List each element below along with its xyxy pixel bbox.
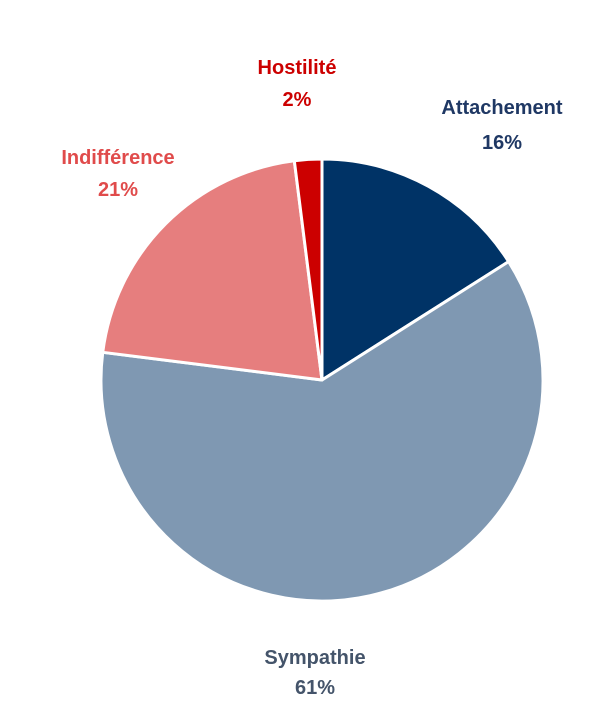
slice-labels: Attachement 16% Sympathie 61% Indifférence 21… [61,57,563,699]
pie-slice-sympathie [99,260,545,603]
slice-label-attachement: Attachement [441,97,562,119]
slice-value-sympathie: 61% [295,677,335,699]
pie-slices [99,157,545,603]
slice-value-attachement: 16% [482,132,522,154]
slice-value-hostilite: 2% [283,89,312,111]
pie-slice-hostilite [292,157,324,382]
slice-label-sympathie: Sympathie [264,647,365,669]
pie-slice-indifference [101,159,324,382]
pie-slice-attachement [320,157,511,382]
slice-label-hostilite: Hostilité [258,57,337,79]
slice-label-indifference: Indifférence [61,147,174,169]
slice-value-indifference: 21% [98,179,138,201]
